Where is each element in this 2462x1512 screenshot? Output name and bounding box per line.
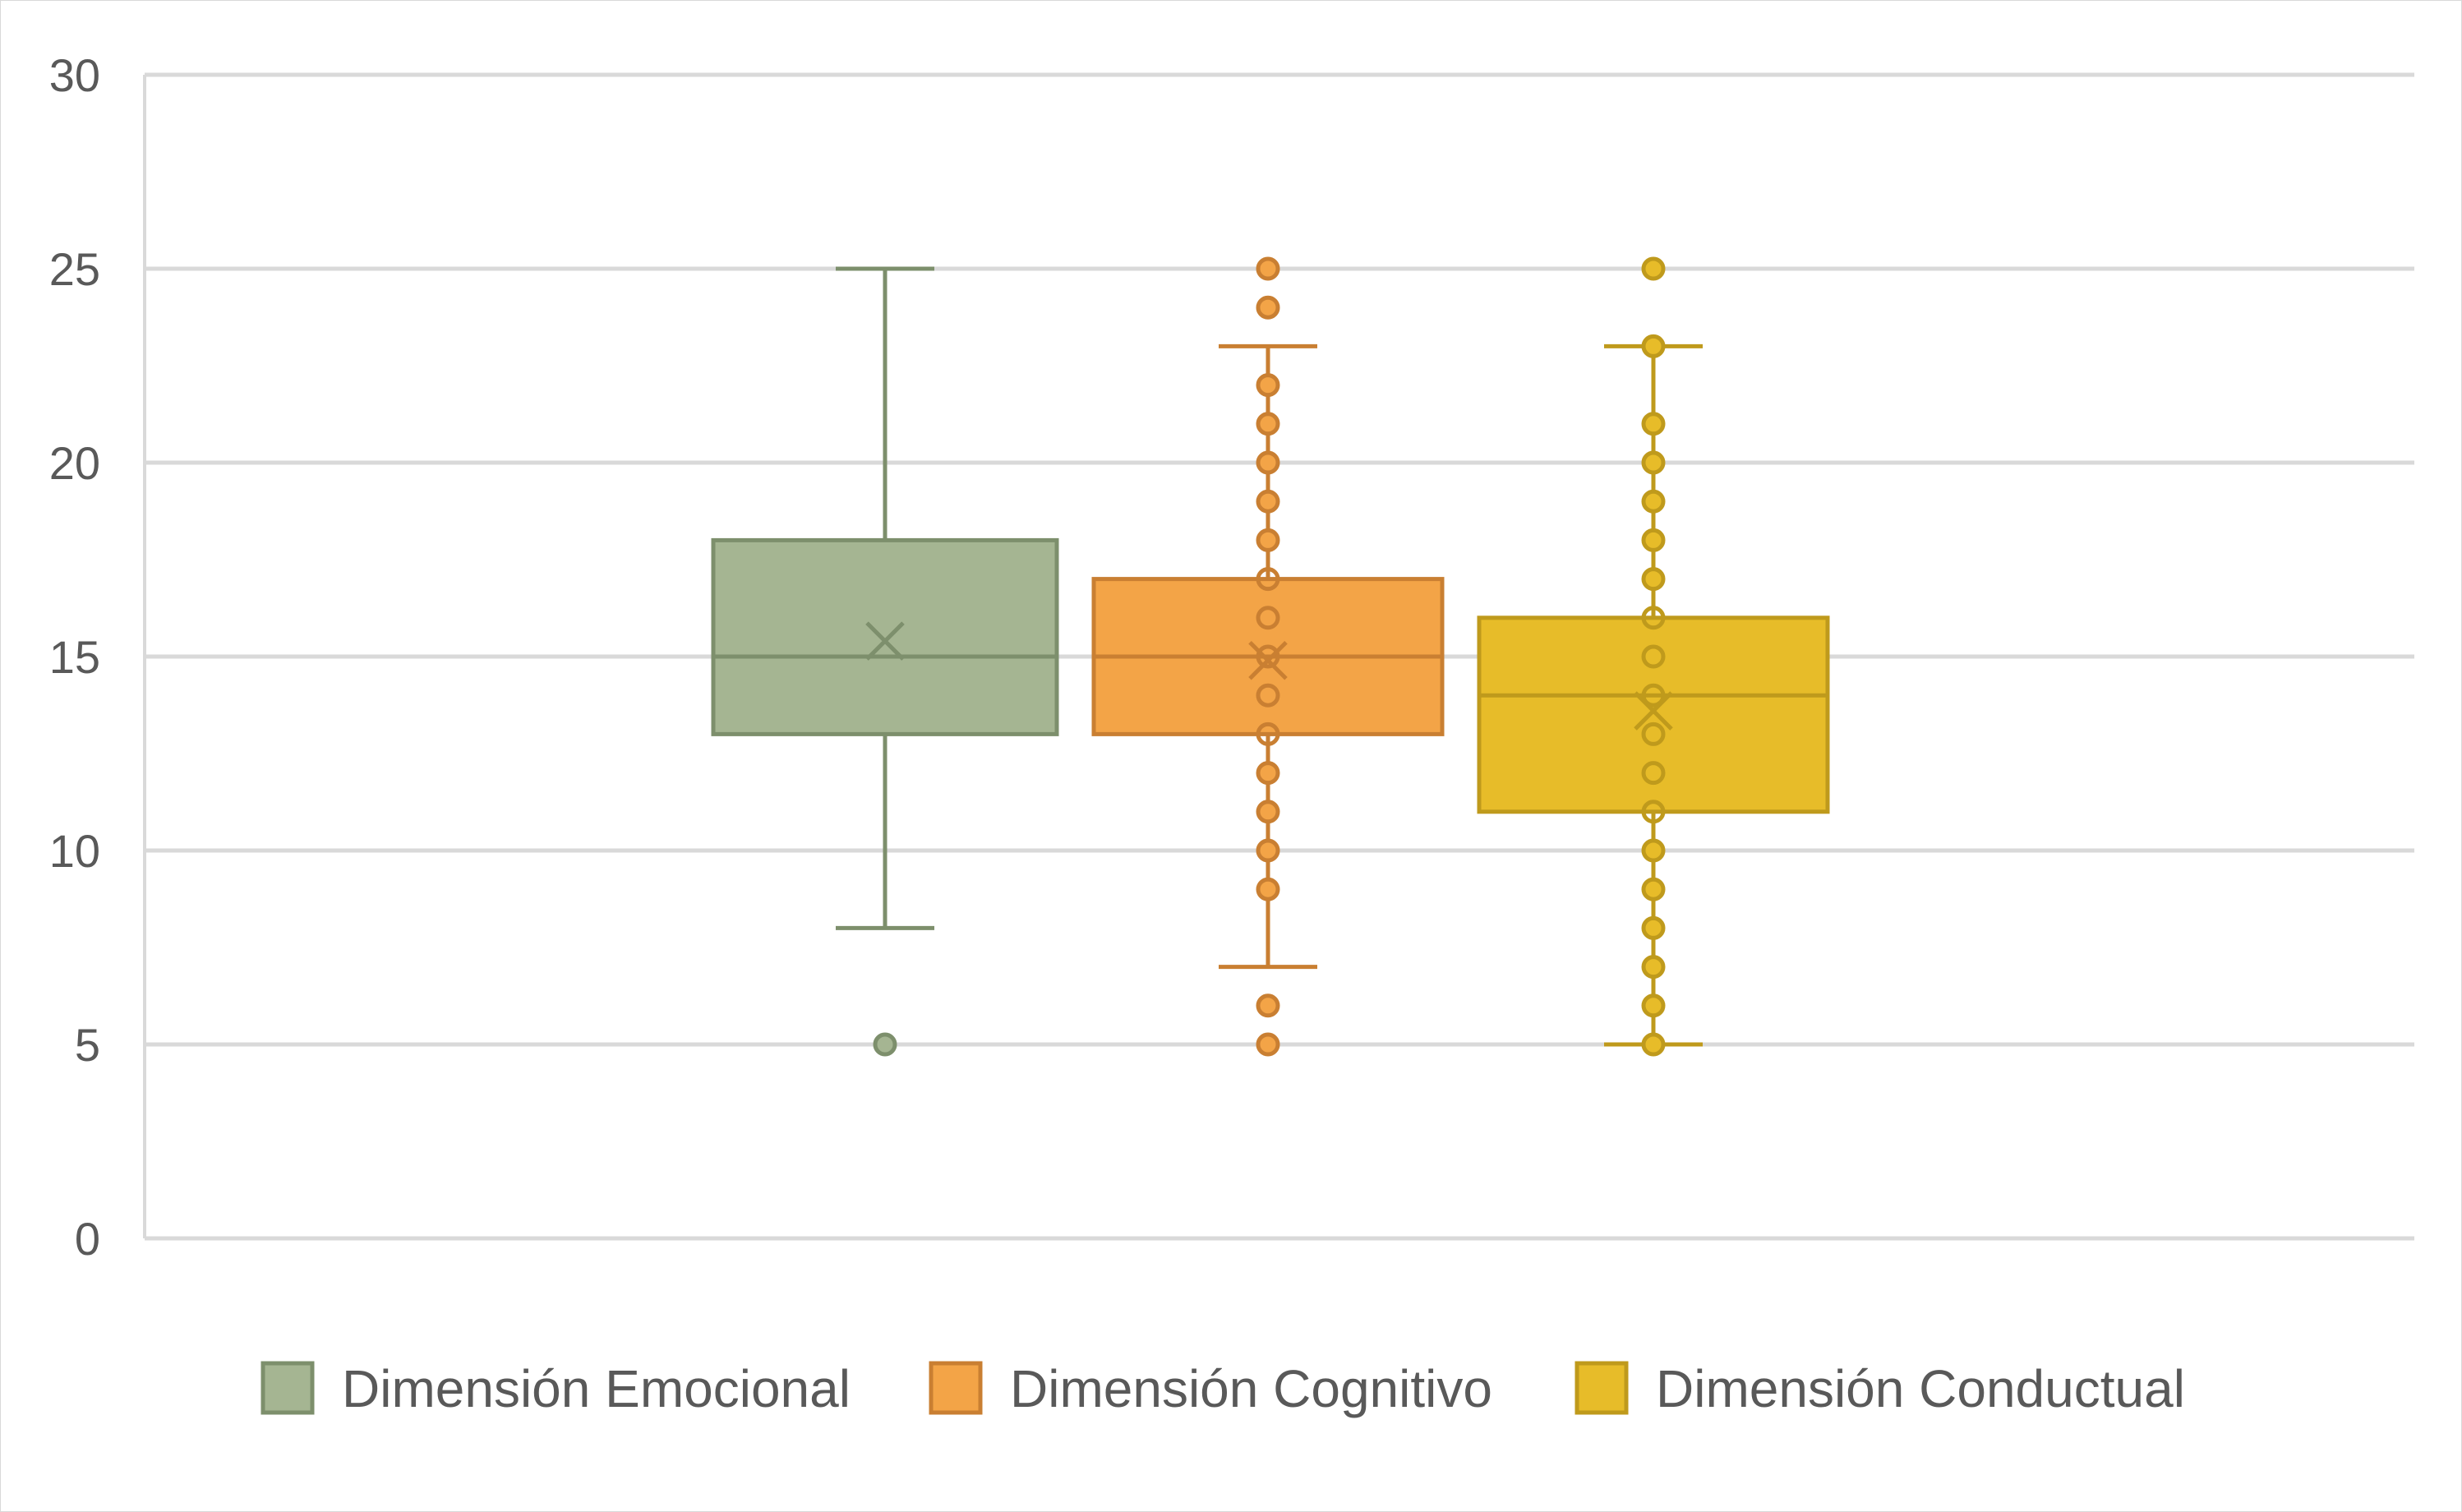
data-point (1256, 295, 1280, 320)
legend-label: Dimensión Conductual (1656, 1359, 2185, 1418)
legend-label: Dimensión Emocional (342, 1359, 851, 1418)
data-point (1641, 450, 1666, 475)
data-point (1256, 489, 1280, 514)
data-point (1256, 256, 1280, 281)
data-point (1641, 256, 1666, 281)
data-point (1641, 721, 1666, 746)
data-point (1256, 761, 1280, 786)
data-point (1256, 1032, 1280, 1057)
y-tick-label: 0 (75, 1213, 100, 1265)
data-point (1256, 993, 1280, 1018)
data-point (1256, 644, 1280, 669)
data-point (1641, 877, 1666, 901)
legend-swatch (1574, 1361, 1629, 1415)
y-tick-label: 30 (49, 49, 100, 101)
legend-item: Dimensión Emocional (260, 1359, 851, 1418)
y-axis: 0 5 10 15 20 25 30 (49, 49, 146, 1265)
data-point (1641, 683, 1666, 708)
data-point (873, 1032, 897, 1057)
y-tick-label: 15 (49, 631, 100, 683)
data-point (1256, 800, 1280, 824)
data-point (1641, 1032, 1666, 1057)
legend-item: Dimensión Conductual (1574, 1359, 2185, 1418)
data-point (1256, 683, 1280, 708)
y-tick-label: 20 (49, 437, 100, 489)
box-series (1477, 256, 1830, 1057)
legend: Dimensión Emocional Dimensión Cognitivo Di… (260, 1359, 2185, 1418)
mean-marker (1634, 691, 1673, 731)
data-point (1641, 761, 1666, 786)
box-iqr (1477, 615, 1830, 814)
data-point (1641, 955, 1666, 980)
data-point (1256, 606, 1280, 630)
legend-swatch (260, 1361, 315, 1415)
y-tick-label: 5 (75, 1019, 100, 1071)
boxes (711, 256, 1830, 1057)
y-tick-label: 25 (49, 243, 100, 295)
data-point (1641, 489, 1666, 514)
box-series (1091, 256, 1445, 1057)
data-point (1641, 334, 1666, 358)
legend-item: Dimensión Cognitivo (929, 1359, 1492, 1418)
legend-label: Dimensión Cognitivo (1010, 1359, 1492, 1418)
data-point (1641, 606, 1666, 630)
data-point (1256, 877, 1280, 901)
data-point (1641, 915, 1666, 940)
data-point (1256, 567, 1280, 592)
data-point (1641, 838, 1666, 863)
box-series (711, 266, 1059, 1057)
mean-marker (865, 621, 905, 661)
data-point (1641, 567, 1666, 592)
data-point (1256, 528, 1280, 552)
y-tick-label: 10 (49, 825, 100, 877)
mean-marker (1248, 640, 1288, 680)
data-point (1256, 412, 1280, 436)
box-iqr (711, 537, 1059, 736)
data-point (1256, 838, 1280, 863)
legend-swatch (929, 1361, 983, 1415)
data-point (1641, 528, 1666, 552)
data-point (1641, 800, 1666, 824)
gridlines (145, 72, 2414, 1241)
data-point (1641, 993, 1666, 1018)
data-point (1256, 450, 1280, 475)
data-point (1641, 644, 1666, 669)
data-point (1256, 373, 1280, 398)
data-point (1256, 721, 1280, 746)
data-point (1641, 412, 1666, 436)
